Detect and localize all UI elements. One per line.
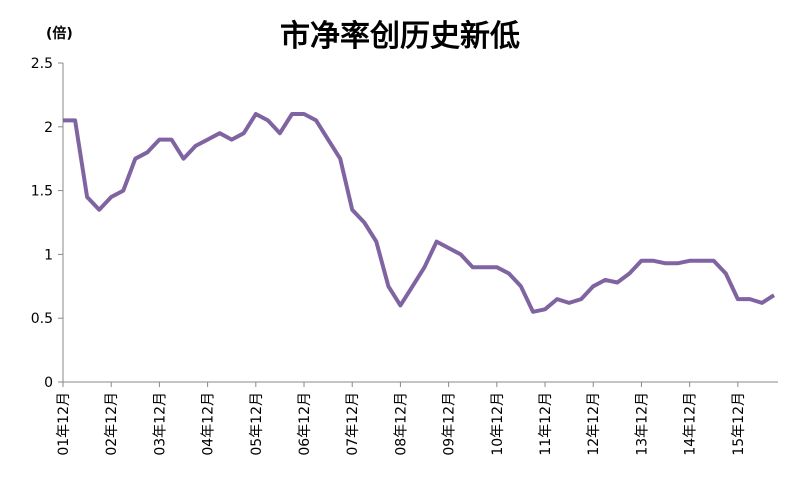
y-tick-label: 1.5 [31, 184, 53, 200]
x-tick-label: 14年12月 [683, 392, 699, 456]
x-tick-label: 01年12月 [56, 392, 72, 456]
chart-title: 市净率创历史新低 [280, 19, 520, 54]
y-tick-label: 2 [44, 120, 53, 136]
x-tick-label: 06年12月 [297, 392, 313, 456]
y-tick-label: 1 [44, 247, 53, 263]
y-axis-label: (倍) [46, 25, 73, 42]
x-tick-label: 12年12月 [586, 392, 602, 456]
x-tick-label: 11年12月 [538, 392, 554, 456]
x-tick-label: 15年12月 [731, 392, 747, 456]
x-tick-label: 07年12月 [345, 392, 361, 456]
x-tick-label: 13年12月 [634, 392, 650, 456]
x-tick-label: 08年12月 [393, 392, 409, 456]
data-line [63, 112, 776, 314]
x-tick-label: 03年12月 [152, 392, 168, 456]
x-tick-label: 09年12月 [442, 392, 458, 456]
y-tick-label: 2.5 [31, 56, 53, 72]
x-tick-label: 05年12月 [249, 392, 265, 456]
x-tick-label: 04年12月 [201, 392, 217, 456]
x-tick-label: 02年12月 [104, 392, 120, 456]
y-tick-label: 0 [44, 375, 53, 391]
x-tick-label: 10年12月 [490, 392, 506, 456]
y-tick-label: 0.5 [31, 311, 53, 327]
